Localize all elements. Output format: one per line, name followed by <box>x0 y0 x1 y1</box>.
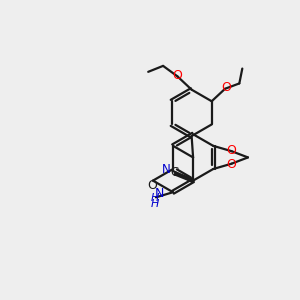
Text: C: C <box>170 166 179 179</box>
Text: O: O <box>227 158 236 171</box>
Text: O: O <box>172 69 182 82</box>
Text: N: N <box>155 187 164 200</box>
Text: O: O <box>221 81 231 94</box>
Text: O: O <box>147 179 157 193</box>
Text: H: H <box>150 199 159 209</box>
Text: O: O <box>227 144 236 157</box>
Text: N: N <box>162 163 171 176</box>
Text: H: H <box>150 193 159 203</box>
